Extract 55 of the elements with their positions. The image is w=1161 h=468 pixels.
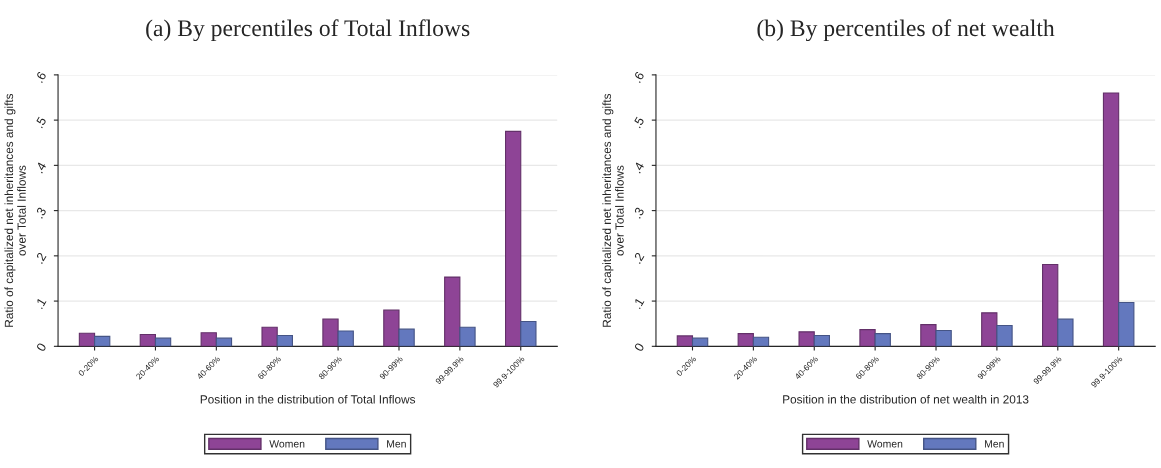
y-tick-label: 0 (633, 342, 645, 352)
bar (94, 335, 111, 347)
y-tick-label: .6 (34, 70, 47, 83)
y-tick-label: .5 (34, 116, 47, 129)
y-tick-label: 0 (35, 342, 47, 352)
bar (261, 326, 278, 347)
y-tick-label: .3 (632, 206, 645, 219)
bar (1102, 92, 1120, 347)
bar (337, 330, 354, 347)
bar (981, 312, 998, 347)
y-tick-label: .1 (632, 297, 645, 310)
bar (504, 130, 522, 347)
bar (398, 328, 415, 347)
bar (444, 276, 461, 347)
y-axis-title: Ratio of capitalized net inheritances and gifts over Total Inflows (602, 93, 624, 327)
bar (813, 334, 831, 347)
bar (459, 326, 476, 347)
bar (139, 334, 157, 347)
bar (752, 336, 770, 347)
bar (935, 329, 952, 347)
bar (154, 337, 172, 347)
chart-title: (b) By percentiles of net wealth (757, 19, 1055, 42)
bar (322, 318, 339, 347)
bar (520, 320, 537, 347)
x-axis-title: Position in the distribution of Total Inflows (200, 394, 416, 404)
y-tick-label: .2 (632, 252, 645, 264)
bar (737, 333, 754, 347)
bar (996, 324, 1013, 347)
bar (859, 329, 876, 347)
bar (1118, 301, 1135, 347)
bar (874, 333, 891, 347)
y-tick-label: .4 (632, 161, 645, 174)
legend-label: Men (984, 440, 1004, 448)
bar (215, 337, 233, 347)
y-tick-label: .4 (34, 161, 47, 174)
bar (1057, 318, 1074, 347)
legend-label: Women (269, 440, 305, 448)
bar (1042, 263, 1059, 347)
bar (676, 335, 694, 347)
chart-title: (a) By percentiles of Total Inflows (146, 19, 470, 42)
bar (200, 332, 217, 347)
legend-label: Men (387, 440, 406, 448)
y-tick-label: .5 (632, 116, 645, 129)
bar (798, 331, 815, 347)
legend-label: Women (867, 440, 903, 448)
y-axis-title: Ratio of capitalized net inheritances and gifts over Total Inflows (4, 93, 26, 327)
bar (920, 324, 937, 347)
y-tick-label: .1 (34, 297, 47, 310)
bar (276, 334, 293, 347)
y-tick-label: .3 (34, 206, 47, 219)
bar (691, 337, 709, 347)
x-axis-title: Position in the distribution of net wealth in 2013 (783, 394, 1029, 404)
y-tick-label: .6 (632, 70, 645, 83)
y-tick-label: .2 (34, 252, 47, 264)
bar (383, 309, 400, 347)
